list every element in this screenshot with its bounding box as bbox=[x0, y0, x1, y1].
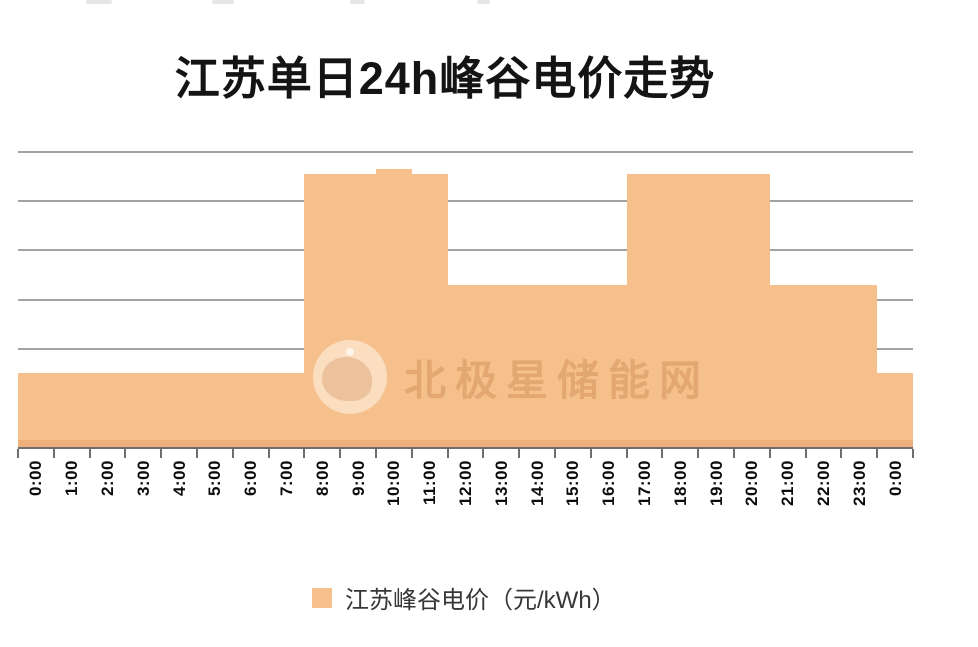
x-axis-labels: 0:00 1:00 2:00 3:00 4:00 5:00 6:00 7:00 8:00 9:00… bbox=[18, 460, 913, 506]
area-step-18:00 bbox=[662, 174, 699, 447]
axis-tick bbox=[446, 449, 449, 458]
area-step-23:00 bbox=[841, 284, 878, 447]
gridline bbox=[18, 200, 913, 203]
axis-tick bbox=[661, 449, 664, 458]
area-step-0:00 bbox=[18, 373, 54, 447]
axis-tick bbox=[196, 449, 198, 458]
cropped-text-artifact bbox=[212, 0, 234, 4]
x-axis-label: 11:00 bbox=[420, 460, 440, 506]
area-step-2:00 bbox=[89, 373, 126, 447]
area-series bbox=[18, 152, 913, 447]
axis-tick bbox=[267, 449, 270, 458]
axis-tick bbox=[160, 449, 163, 458]
x-axis-label: 0:00 bbox=[885, 460, 905, 497]
axis-tick bbox=[697, 449, 700, 458]
x-axis-label: 1:00 bbox=[62, 460, 82, 497]
area-step-10:00 bbox=[375, 169, 412, 447]
area-step-1:00 bbox=[53, 373, 90, 447]
chart-title: 江苏单日24h峰谷电价走势 bbox=[174, 53, 716, 104]
area-step-3:00 bbox=[125, 373, 162, 447]
x-axis-label: 16:00 bbox=[599, 460, 619, 506]
area-step-15:00 bbox=[554, 284, 591, 447]
x-axis-label: 9:00 bbox=[348, 460, 368, 497]
cropped-text-artifact bbox=[86, 0, 112, 4]
axis-tick bbox=[17, 449, 19, 458]
area-step-0:00 bbox=[877, 373, 913, 447]
axis-tick bbox=[482, 449, 485, 458]
legend-swatch bbox=[312, 587, 332, 608]
area-step-7:00 bbox=[268, 373, 305, 447]
x-axis-label: 3:00 bbox=[133, 460, 153, 497]
area-step-6:00 bbox=[232, 373, 269, 447]
x-axis-label: 23:00 bbox=[849, 460, 869, 506]
x-axis-label: 6:00 bbox=[241, 460, 261, 497]
x-axis-label: 17:00 bbox=[634, 460, 654, 506]
axis-tick bbox=[625, 449, 628, 458]
axis-tick bbox=[840, 449, 843, 458]
x-axis-label: 18:00 bbox=[670, 460, 690, 506]
area-step-22:00 bbox=[805, 284, 842, 447]
area-step-14:00 bbox=[519, 284, 555, 447]
legend: 江苏峰谷电价（元/kWh） bbox=[312, 580, 616, 615]
axis-tick bbox=[88, 449, 91, 458]
plot-area: 北极星储能网 bbox=[18, 151, 913, 449]
axis-tick bbox=[124, 449, 127, 458]
axis-tick bbox=[589, 449, 592, 458]
legend-label: 江苏峰谷电价（元/kWh） bbox=[345, 587, 616, 614]
cropped-text-artifact bbox=[350, 0, 365, 4]
x-axis-label: 12:00 bbox=[455, 460, 475, 506]
area-step-11:00 bbox=[411, 174, 448, 447]
axis-tick bbox=[231, 449, 234, 458]
area-step-20:00 bbox=[733, 174, 770, 447]
axis-tick bbox=[52, 449, 55, 458]
x-axis-label: 7:00 bbox=[276, 460, 296, 497]
axis-ticks bbox=[17, 449, 914, 458]
x-axis-label: 20:00 bbox=[742, 460, 762, 506]
x-axis-label: 4:00 bbox=[169, 460, 189, 497]
x-axis-label: 22:00 bbox=[813, 460, 833, 506]
area-step-12:00 bbox=[447, 284, 484, 447]
x-axis-label: 14:00 bbox=[527, 460, 547, 506]
x-axis-label: 8:00 bbox=[312, 460, 332, 497]
x-axis-label: 2:00 bbox=[97, 460, 117, 497]
x-axis-label: 10:00 bbox=[384, 460, 404, 506]
axis-tick bbox=[912, 449, 914, 458]
area-step-13:00 bbox=[483, 284, 520, 447]
x-axis-label: 5:00 bbox=[205, 460, 225, 497]
x-axis-label: 15:00 bbox=[563, 460, 583, 506]
axis-tick bbox=[339, 449, 342, 458]
area-step-5:00 bbox=[196, 373, 233, 447]
gridline bbox=[18, 249, 913, 252]
axis-tick bbox=[554, 449, 556, 458]
gridline bbox=[18, 151, 913, 153]
area-step-4:00 bbox=[161, 373, 197, 447]
area-step-21:00 bbox=[769, 284, 806, 447]
x-axis-label: 19:00 bbox=[706, 460, 726, 506]
axis-tick bbox=[518, 449, 521, 458]
area-step-17:00 bbox=[626, 174, 663, 447]
cropped-text-artifact bbox=[477, 0, 490, 4]
axis-tick bbox=[876, 449, 879, 458]
axis-tick bbox=[733, 449, 735, 458]
axis-tick bbox=[804, 449, 807, 458]
area-step-19:00 bbox=[698, 174, 734, 447]
axis-tick bbox=[303, 449, 306, 458]
x-axis-label: 21:00 bbox=[778, 460, 798, 506]
area-step-16:00 bbox=[590, 284, 627, 447]
area-step-9:00 bbox=[340, 174, 376, 447]
axis-tick bbox=[410, 449, 413, 458]
x-axis-label: 0:00 bbox=[26, 460, 46, 497]
area-step-8:00 bbox=[304, 174, 341, 447]
axis-tick bbox=[375, 449, 377, 458]
axis-tick bbox=[768, 449, 771, 458]
x-axis-label: 13:00 bbox=[491, 460, 511, 506]
